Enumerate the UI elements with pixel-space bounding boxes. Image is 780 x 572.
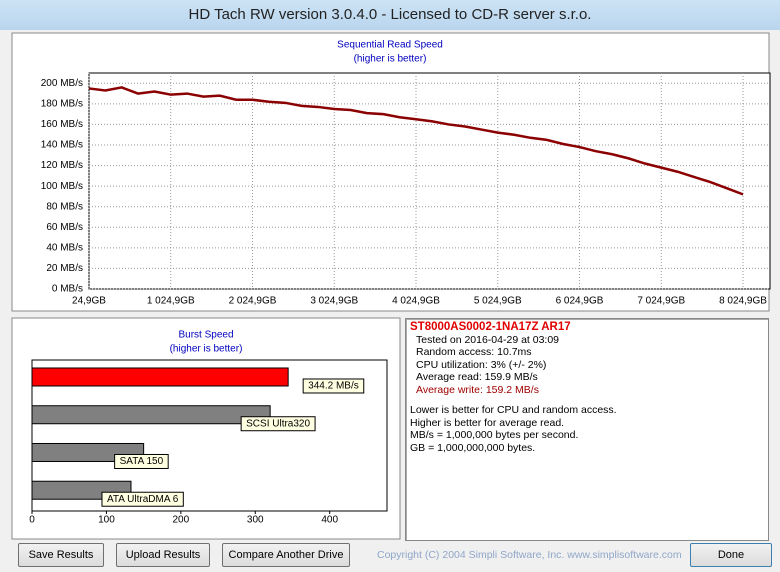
x-tick-label: 1 024,9GB bbox=[147, 296, 195, 307]
label-box bbox=[101, 491, 184, 507]
chart-subtitle: (higher is better) bbox=[170, 344, 243, 355]
y-tick-label: 0 MB/s bbox=[52, 284, 83, 295]
note: Higher is better for average read. bbox=[410, 416, 565, 429]
y-tick-label: 80 MB/s bbox=[46, 201, 83, 212]
plot-area bbox=[88, 72, 771, 290]
y-tick-label: 60 MB/s bbox=[46, 222, 83, 233]
bar bbox=[31, 367, 289, 387]
info-panel: ST8000AS0002-1NA17Z AR17 Tested on 2016-… bbox=[405, 318, 769, 541]
x-tick-label: 200 bbox=[173, 515, 190, 526]
chart-title: Burst Speed bbox=[178, 330, 233, 341]
label-box bbox=[114, 453, 169, 469]
x-tick-label: 0 bbox=[29, 515, 35, 526]
bar-label: ATA UltraDMA 6 bbox=[107, 494, 179, 505]
note: MB/s = 1,000,000 bytes per second. bbox=[410, 429, 579, 441]
y-tick-label: 200 MB/s bbox=[41, 78, 83, 89]
x-tick-label: 4 024,9GB bbox=[392, 296, 440, 307]
y-tick-label: 20 MB/s bbox=[46, 263, 83, 274]
button[interactable]: Save Results bbox=[18, 543, 104, 567]
y-tick-label: 140 MB/s bbox=[41, 140, 83, 151]
copyright: Copyright (C) 2004 Simpli Software, Inc.… bbox=[377, 549, 682, 561]
y-tick-label: 40 MB/s bbox=[46, 242, 83, 253]
x-tick-label: 8 024,9GB bbox=[719, 296, 767, 307]
notes: Lower is better for CPU and random acces… bbox=[406, 396, 768, 454]
y-tick-label: 180 MB/s bbox=[41, 98, 83, 109]
x-tick-label: 3 024,9GB bbox=[310, 296, 358, 307]
note: Lower is better for CPU and random acces… bbox=[410, 404, 617, 416]
info-line: CPU utilization: 3% (+/- 2%) bbox=[416, 358, 547, 371]
info-line: Tested on 2016-04-29 at 03:09 bbox=[416, 333, 560, 346]
x-tick-label: 100 bbox=[98, 515, 115, 526]
line bbox=[88, 86, 744, 196]
chart-title: Sequential Read Speed bbox=[337, 40, 443, 51]
button[interactable]: Compare Another Drive bbox=[222, 543, 350, 567]
x-tick-label: 7 024,9GB bbox=[637, 296, 685, 307]
x-tick-label: 6 024,9GB bbox=[556, 296, 604, 307]
x-tick-label: 400 bbox=[321, 515, 338, 526]
info-line: Average read: 159.9 MB/s bbox=[416, 371, 538, 383]
note: GB = 1,000,000,000 bytes. bbox=[410, 441, 536, 454]
y-tick-label: 160 MB/s bbox=[41, 119, 83, 130]
y-tick-label: 120 MB/s bbox=[41, 160, 83, 171]
drive-name: ST8000AS0002-1NA17Z AR17 bbox=[410, 321, 571, 333]
bar-label: SATA 150 bbox=[120, 456, 164, 467]
info-line: Random access: 10.7ms bbox=[416, 346, 532, 358]
button[interactable]: Upload Results bbox=[116, 543, 210, 567]
label-box bbox=[302, 378, 365, 394]
bar-label: SCSI Ultra320 bbox=[246, 418, 310, 429]
label-box bbox=[240, 416, 316, 432]
x-tick-label: 2 024,9GB bbox=[229, 296, 277, 307]
info-write: Average write: 159.2 MB/s bbox=[416, 383, 539, 396]
y-tick-label: 100 MB/s bbox=[41, 181, 83, 192]
title-bar: HD Tach RW version 3.0.4.0 - Licensed to… bbox=[0, 0, 780, 30]
info-lines: Tested on 2016-04-29 at 03:09 Random acc… bbox=[406, 334, 768, 397]
chart-subtitle: (higher is better) bbox=[354, 54, 427, 65]
bar bbox=[31, 405, 271, 425]
x-tick-label: 24,9GB bbox=[72, 296, 106, 307]
button[interactable]: Done bbox=[690, 543, 772, 567]
x-tick-label: 5 024,9GB bbox=[474, 296, 522, 307]
bar-label: 344.2 MB/s bbox=[308, 381, 359, 392]
x-tick-label: 300 bbox=[247, 515, 264, 526]
